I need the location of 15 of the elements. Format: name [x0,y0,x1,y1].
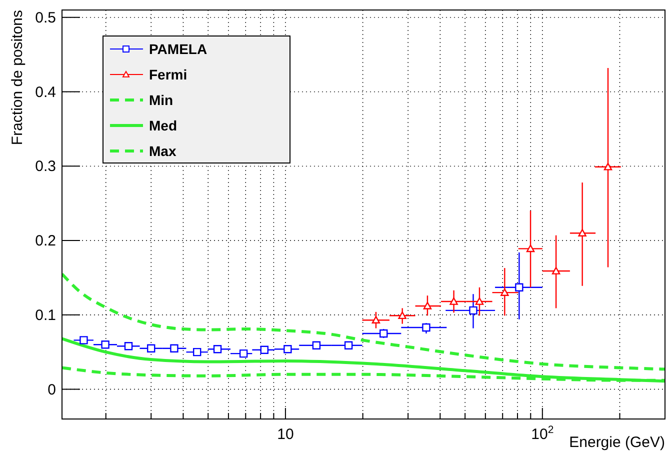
x-axis-title: Energie (GeV) [569,434,666,451]
legend-label: Med [149,118,177,134]
legend-label: Fermi [149,66,188,82]
y-tick-label: 0.3 [35,158,56,176]
legend-label: Min [149,92,174,108]
x-tick-label: 10 [277,426,294,443]
y-axis-title: Fraction de positons [9,10,26,146]
y-tick-label: 0 [48,381,56,398]
legend-label: PAMELA [149,41,208,57]
y-tick-label: 0.5 [35,9,56,26]
x-tick-label: 10$^{2}$ [531,424,554,443]
y-tick-label: 0.4 [35,84,56,101]
legend-label: Max [149,143,176,159]
y-tick-label: 0.1 [35,306,56,324]
y-tick-label: 0.2 [35,232,56,250]
